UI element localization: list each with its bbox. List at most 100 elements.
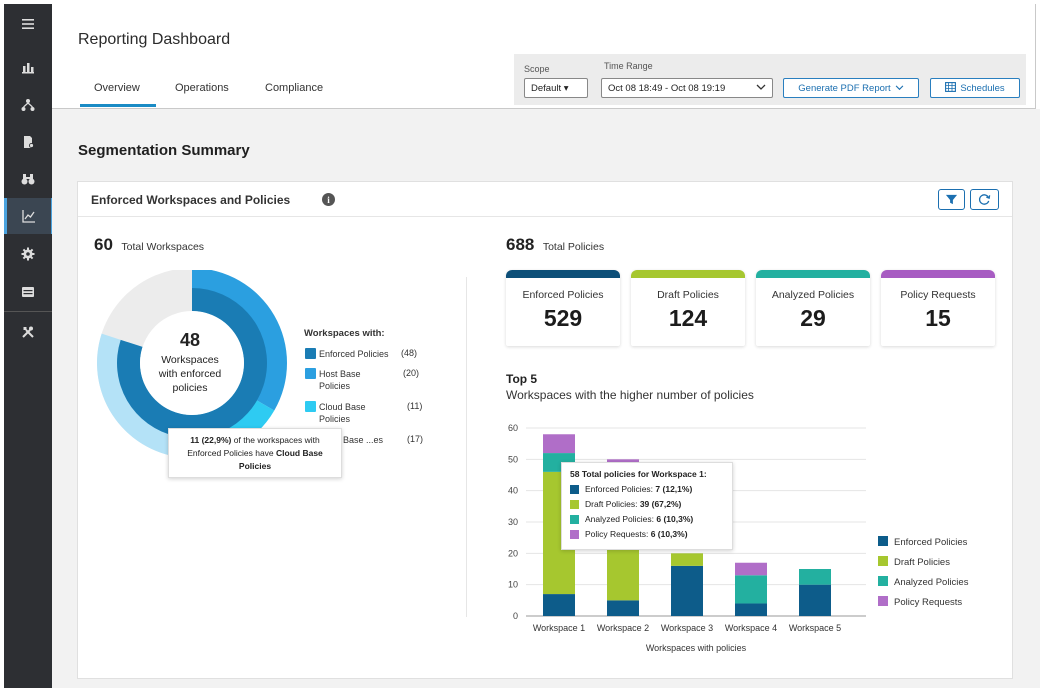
x-tick-label: Workspace 1 xyxy=(533,623,585,633)
x-tick-label: Workspace 4 xyxy=(725,623,777,633)
top5-title: Top 5 xyxy=(506,372,538,386)
tooltip-row-value: 6 (10,3%) xyxy=(650,529,688,539)
tab-operations[interactable]: Operations xyxy=(175,82,229,94)
topology-icon[interactable] xyxy=(4,87,52,123)
donut-tooltip: 11 (22,9%) of the workspaces with Enforc… xyxy=(168,428,342,478)
chart-legend-label: Enforced Policies xyxy=(894,537,968,548)
bar-segment xyxy=(735,575,767,604)
menu-icon[interactable] xyxy=(4,6,52,42)
stat-label: Analyzed Policies xyxy=(771,289,855,301)
tooltip-swatch xyxy=(570,515,579,524)
gear-icon[interactable] xyxy=(4,236,52,272)
bar-segment xyxy=(671,553,703,566)
generate-pdf-button[interactable]: Generate PDF Report xyxy=(783,78,919,98)
bar-chart-icon[interactable] xyxy=(4,49,52,85)
chart-legend-swatch xyxy=(878,556,888,566)
stat-label: Draft Policies xyxy=(657,289,719,301)
tooltip-row-value: 39 (67,2%) xyxy=(639,499,682,509)
tooltip-swatch xyxy=(570,500,579,509)
bar-segment xyxy=(799,569,831,585)
total-policies-label: Total Policies xyxy=(542,241,605,253)
donut-tooltip-lead: 11 (22,9%) xyxy=(190,435,232,445)
y-tick-label: 30 xyxy=(508,517,518,527)
stat-value: 529 xyxy=(543,305,583,331)
legend-value-host-base: (20) xyxy=(403,368,420,378)
tooltip-swatch xyxy=(570,485,579,494)
x-tick-label: Workspace 5 xyxy=(789,623,841,633)
total-policies: 688 Total Policies xyxy=(506,235,604,255)
document-icon[interactable] xyxy=(4,124,52,160)
workspaces-donut-chart xyxy=(97,270,287,458)
y-tick-label: 60 xyxy=(508,423,518,433)
y-tick-label: 10 xyxy=(508,580,518,590)
total-workspaces-value: 60 xyxy=(94,235,113,254)
chart-legend-swatch xyxy=(878,576,888,586)
chart-legend-swatch xyxy=(878,596,888,606)
line-chart-icon[interactable] xyxy=(4,198,52,234)
tooltip-row-value: 7 (12,1%) xyxy=(655,484,693,494)
legend-label-cloud-base: Cloud Base Policies xyxy=(319,402,366,424)
binoculars-icon[interactable] xyxy=(4,161,52,197)
legend-label-fourth: ...all Base ...es xyxy=(324,435,384,445)
donut-center-line: policies xyxy=(172,382,208,394)
total-workspaces: 60 Total Workspaces xyxy=(94,235,204,255)
refresh-icon xyxy=(979,194,991,205)
generate-pdf-label: Generate PDF Report xyxy=(798,82,891,94)
time-range-label: Time Range xyxy=(604,61,653,71)
tab-overview[interactable]: Overview xyxy=(94,82,140,94)
scope-label: Scope xyxy=(524,64,550,74)
legend-swatch-host-base xyxy=(305,368,316,379)
time-range-select[interactable]: Oct 08 18:49 - Oct 08 19:19 xyxy=(601,78,773,98)
stat-value: 15 xyxy=(925,305,951,331)
tab-compliance[interactable]: Compliance xyxy=(265,82,324,94)
filter-button[interactable] xyxy=(938,189,965,210)
stat-value: 29 xyxy=(800,305,826,331)
page-header: Reporting Dashboard Overview Operations … xyxy=(52,4,1036,109)
stat-enforced-policies: Enforced Policies 529 xyxy=(506,270,620,346)
legend-swatch-enforced xyxy=(305,348,316,359)
y-tick-label: 40 xyxy=(508,486,518,496)
chevron-down-icon xyxy=(756,83,766,94)
filter-icon xyxy=(945,194,958,205)
bar-segment xyxy=(735,562,767,576)
stat-draft-policies: Draft Policies 124 xyxy=(631,270,745,346)
legend-label-host-base: Host Base Policies xyxy=(319,369,361,391)
y-tick-label: 20 xyxy=(508,548,518,558)
y-tick-label: 50 xyxy=(508,454,518,464)
donut-hole xyxy=(140,311,244,415)
info-icon[interactable]: i xyxy=(322,193,335,206)
chart-legend-label: Policy Requests xyxy=(894,597,962,608)
stat-label: Enforced Policies xyxy=(522,289,604,301)
x-tick-label: Workspace 3 xyxy=(661,623,713,633)
tools-icon[interactable] xyxy=(4,314,52,350)
chart-legend-label: Analyzed Policies xyxy=(894,577,969,588)
tooltip-row-label: Analyzed Policies: xyxy=(585,514,654,524)
bar-segment xyxy=(543,594,575,616)
tooltip-row-label: Enforced Policies: xyxy=(585,484,654,494)
tooltip-row-label: Policy Requests: xyxy=(585,529,649,539)
chevron-down-icon xyxy=(895,83,904,94)
scope-select[interactable]: Default ▾ xyxy=(524,78,588,98)
card-divider xyxy=(466,277,467,617)
donut-legend-title: Workspaces with: xyxy=(304,328,385,339)
legend-value-enforced: (48) xyxy=(401,348,418,358)
server-icon[interactable] xyxy=(4,274,52,310)
refresh-button[interactable] xyxy=(970,189,999,210)
legend-label-enforced: Enforced Policies xyxy=(319,349,389,359)
x-tick-label: Workspace 2 xyxy=(597,623,649,633)
calendar-icon xyxy=(945,81,957,95)
tooltip-swatch xyxy=(570,530,579,539)
chart-tooltip-title: 58 Total policies for Workspace 1: xyxy=(570,469,707,479)
bar-segment xyxy=(671,565,703,616)
sidebar xyxy=(4,4,52,688)
donut-tooltip-bold: Cloud Base Policies xyxy=(238,448,323,471)
chart-tooltip-row: Policy Requests: 6 (10,3%) xyxy=(570,527,724,542)
bar-chart-tooltip: 58 Total policies for Workspace 1: Enfor… xyxy=(561,462,733,550)
y-tick-label: 0 xyxy=(513,611,518,621)
bar-segment xyxy=(607,600,639,616)
donut-center-line: with enforced xyxy=(158,368,222,380)
bar-segment xyxy=(799,584,831,616)
legend-value-cloud-base: (11) xyxy=(407,401,423,411)
donut-center-line: Workspaces xyxy=(161,354,219,366)
schedules-button[interactable]: Schedules xyxy=(930,78,1020,98)
